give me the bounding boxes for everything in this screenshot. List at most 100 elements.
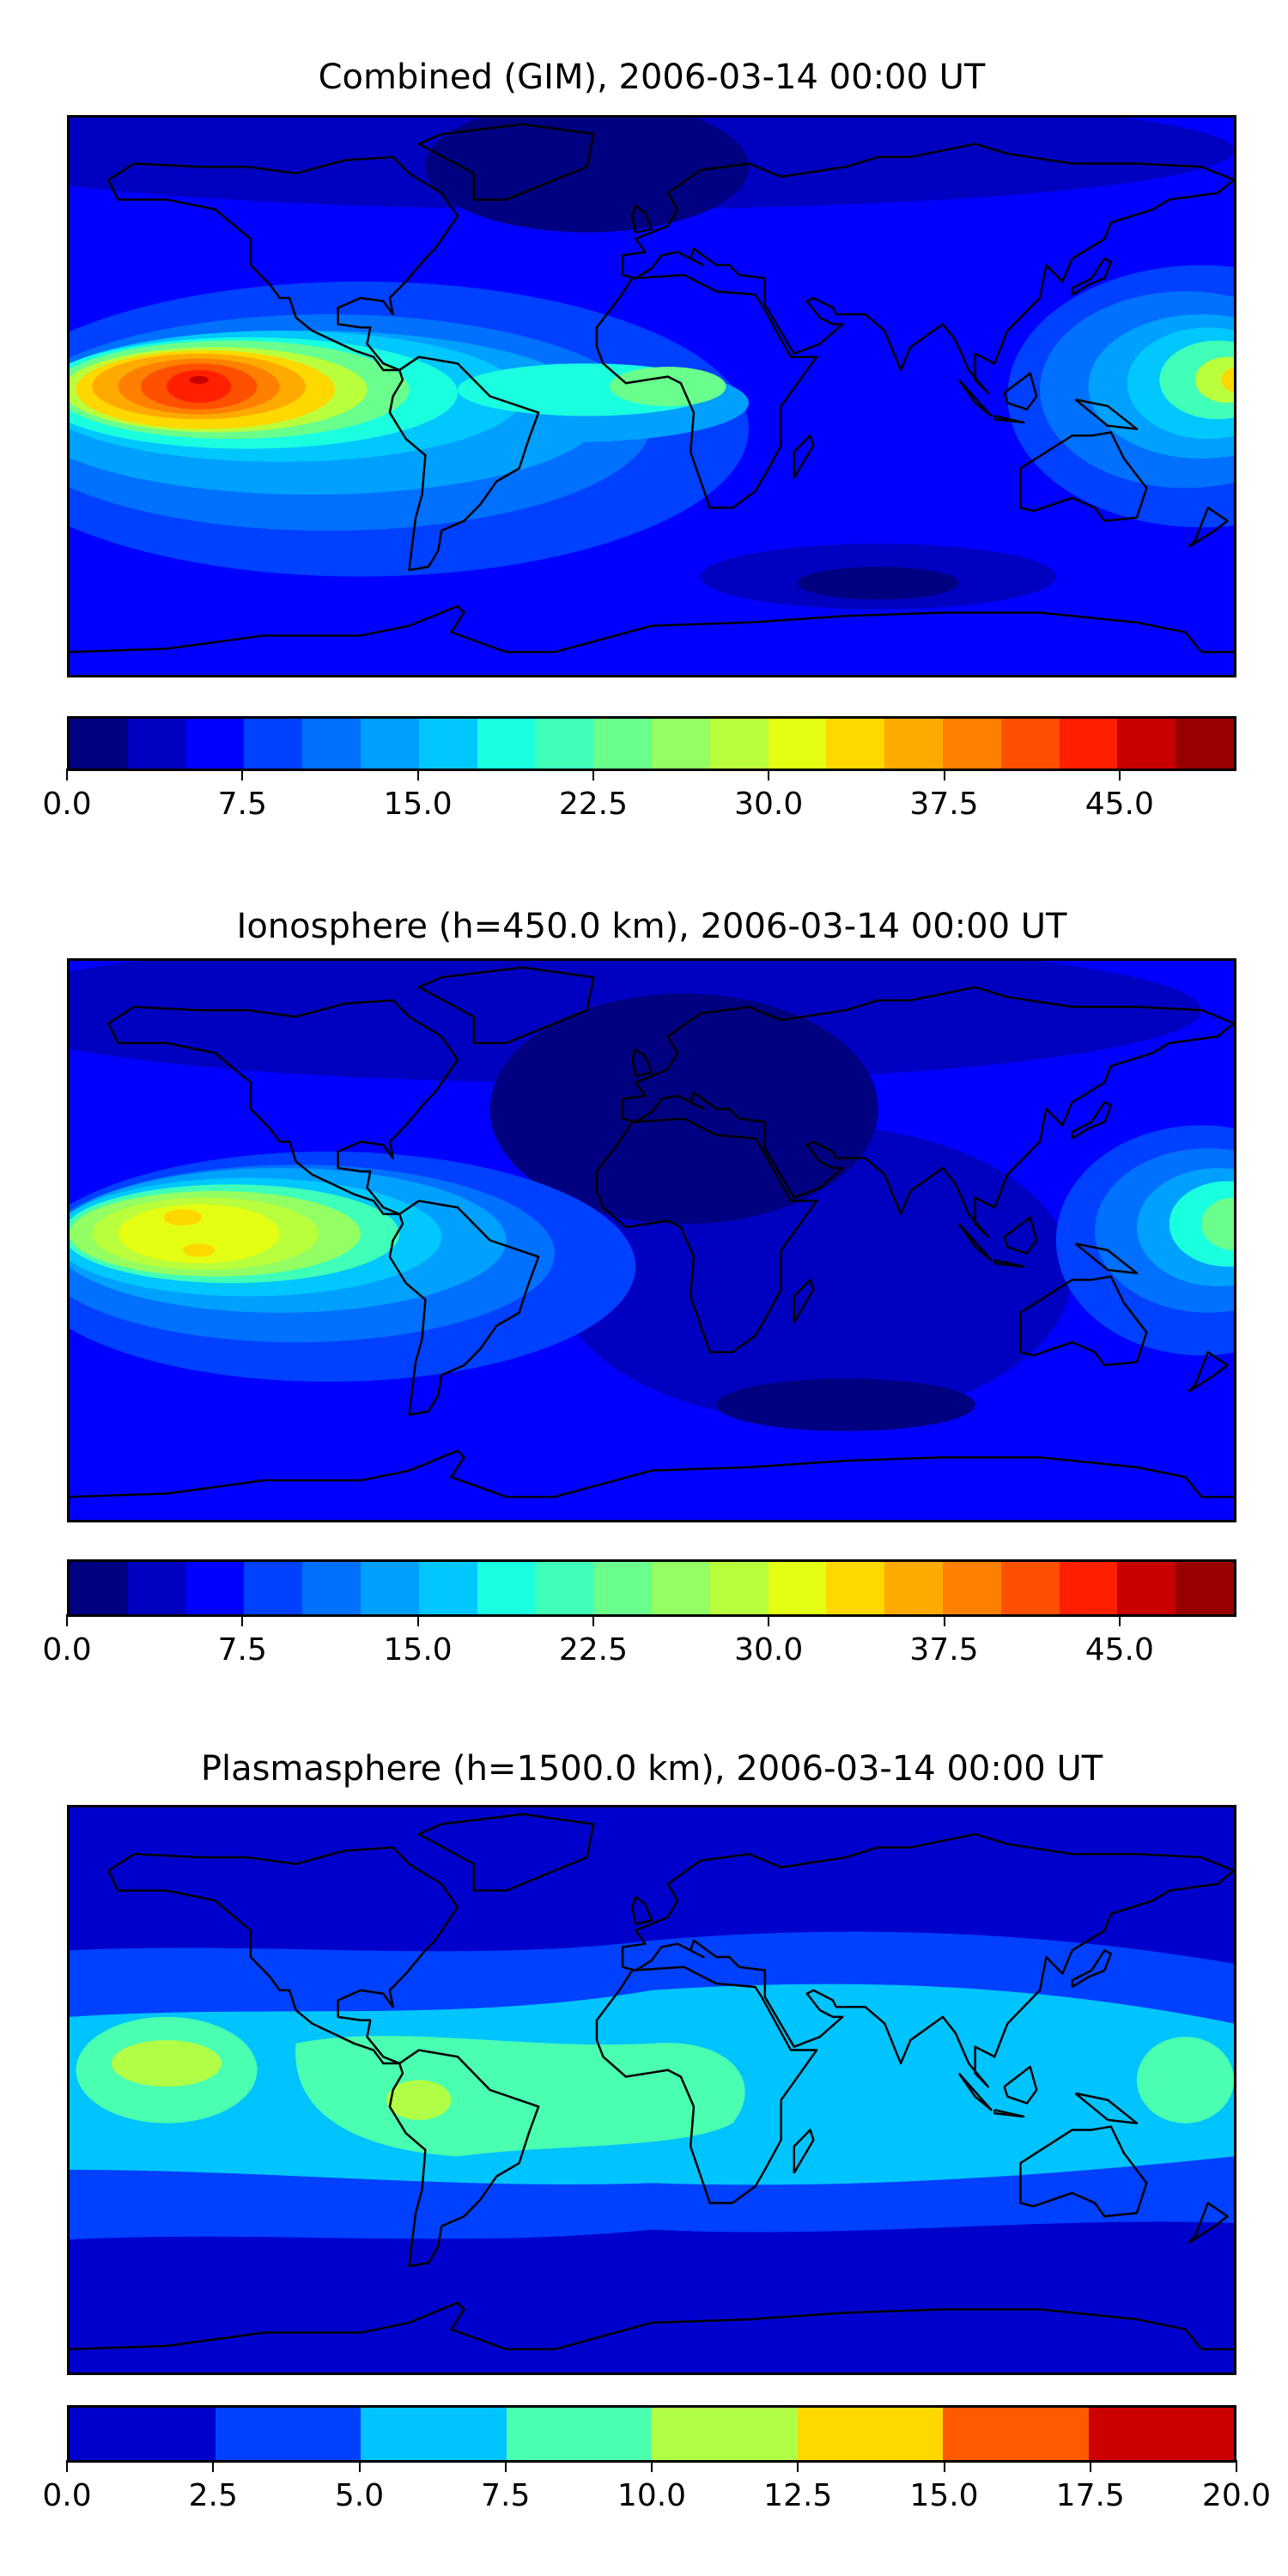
- tick-label: 22.5: [558, 787, 628, 822]
- colorbar-bin: [418, 1562, 477, 1614]
- tick-mark: [1089, 2460, 1091, 2472]
- tick-mark: [241, 769, 244, 781]
- panel-title-combined: Combined (GIM), 2006-03-14 00:00 UT: [318, 58, 986, 97]
- colorbar-bin: [535, 1562, 594, 1614]
- tick-mark: [592, 769, 594, 781]
- tick-mark: [943, 1614, 945, 1626]
- tick-label: 15.0: [383, 1632, 453, 1668]
- colorbar-bin: [652, 2408, 798, 2460]
- colorbar-bin: [797, 2408, 943, 2460]
- tick-label: 12.5: [763, 2478, 833, 2513]
- tick-mark: [768, 769, 770, 781]
- panel-title-ionosphere: Ionosphere (h=450.0 km), 2006-03-14 00:0…: [236, 907, 1067, 946]
- tick-mark: [504, 2460, 507, 2472]
- tick-label: 45.0: [1084, 787, 1154, 822]
- colorbar-bin: [709, 719, 769, 769]
- contour-field: [70, 1807, 1234, 2372]
- tick-mark: [797, 2460, 799, 2472]
- colorbar-bin: [70, 1562, 128, 1614]
- colorbar-bin: [1117, 1562, 1176, 1614]
- colorbar-bin: [477, 1562, 536, 1614]
- contour-field: [70, 118, 1234, 675]
- tick-mark: [416, 769, 419, 781]
- colorbar-bin: [593, 1562, 652, 1614]
- colorbar-bin: [593, 719, 652, 769]
- colorbar-ticks-ionosphere: 0.0 7.5 15.0 22.5 30.0 37.5 45.0: [42, 1614, 1236, 1674]
- tick-label: 37.5: [909, 1632, 979, 1668]
- colorbar-bin: [942, 1562, 1001, 1614]
- tick-mark: [241, 1614, 244, 1626]
- tick-mark: [66, 1614, 68, 1626]
- tick-mark: [943, 2460, 945, 2472]
- colorbar-bin: [651, 1562, 710, 1614]
- colorbar-bin: [70, 719, 128, 769]
- colorbar-bin: [943, 2408, 1089, 2460]
- colorbar-ticks-plasmasphere: 0.0 2.5 5.0 7.5 10.0 12.5 15.0 17.5 20.0: [42, 2460, 1271, 2520]
- tick-mark: [768, 1614, 770, 1626]
- tick-mark: [358, 2460, 361, 2472]
- tick-mark: [1118, 1614, 1121, 1626]
- tick-mark: [1118, 769, 1121, 781]
- tick-label: 0.0: [42, 1632, 92, 1668]
- tick-label: 30.0: [734, 1632, 804, 1668]
- tick-label: 15.0: [383, 787, 453, 822]
- colorbar-bin: [709, 1562, 769, 1614]
- colorbar-bin: [360, 1562, 419, 1614]
- colorbar-bin: [942, 719, 1001, 769]
- colorbar-bin: [826, 1562, 885, 1614]
- colorbar-bin: [70, 2408, 216, 2460]
- colorbar-bin: [360, 719, 419, 769]
- tick-label: 0.0: [42, 2478, 92, 2513]
- tick-mark: [416, 1614, 419, 1626]
- colorbar-bin: [361, 2408, 507, 2460]
- colorbar-bin: [768, 1562, 827, 1614]
- tick-mark: [66, 2460, 68, 2472]
- colorbar-bin: [1088, 2408, 1234, 2460]
- colorbar-bin: [477, 719, 536, 769]
- colorbar-bin: [651, 719, 710, 769]
- colorbar-bin: [884, 719, 943, 769]
- tick-label: 15.0: [909, 2478, 979, 2513]
- tick-label: 30.0: [734, 787, 804, 822]
- tick-mark: [592, 1614, 594, 1626]
- colorbar-bin: [302, 719, 361, 769]
- tick-label: 10.0: [617, 2478, 687, 2513]
- colorbar-bin: [185, 719, 245, 769]
- map-combined: [67, 115, 1236, 677]
- colorbar-bin: [826, 719, 885, 769]
- tick-label: 22.5: [558, 1632, 628, 1668]
- tick-label: 0.0: [42, 787, 92, 822]
- colorbar-bin: [244, 719, 303, 769]
- colorbar-bin: [506, 2408, 652, 2460]
- colorbar-bin: [418, 719, 477, 769]
- panel-title-plasmasphere: Plasmasphere (h=1500.0 km), 2006-03-14 0…: [200, 1749, 1103, 1789]
- colorbar-combined: [67, 716, 1236, 771]
- colorbar-bin: [127, 719, 186, 769]
- contour-field: [70, 961, 1234, 1520]
- colorbar-bin: [244, 1562, 303, 1614]
- colorbar-bin: [1117, 719, 1176, 769]
- colorbar-bin: [302, 1562, 361, 1614]
- tick-label: 7.5: [217, 1632, 267, 1668]
- tick-mark: [66, 769, 68, 781]
- tick-label: 20.0: [1201, 2478, 1272, 2513]
- tick-label: 17.5: [1055, 2478, 1125, 2513]
- tick-label: 7.5: [217, 787, 267, 822]
- tick-mark: [651, 2460, 653, 2472]
- colorbar-bin: [884, 1562, 943, 1614]
- colorbar-bin: [215, 2408, 361, 2460]
- colorbar-bin: [185, 1562, 245, 1614]
- map-ionosphere: [67, 958, 1236, 1522]
- tick-label: 5.0: [334, 2478, 385, 2513]
- colorbar-ticks-combined: 0.0 7.5 15.0 22.5 30.0 37.5 45.0: [42, 769, 1236, 829]
- tick-label: 45.0: [1084, 1632, 1154, 1668]
- colorbar-bin: [1176, 719, 1234, 769]
- colorbar-bin: [1059, 1562, 1118, 1614]
- tick-label: 7.5: [481, 2478, 531, 2513]
- colorbar-bin: [768, 719, 827, 769]
- colorbar-bin: [127, 1562, 186, 1614]
- colorbar-bin: [1059, 719, 1118, 769]
- tick-label: 2.5: [188, 2478, 238, 2513]
- tick-mark: [943, 769, 945, 781]
- map-plasmasphere: [67, 1805, 1236, 2375]
